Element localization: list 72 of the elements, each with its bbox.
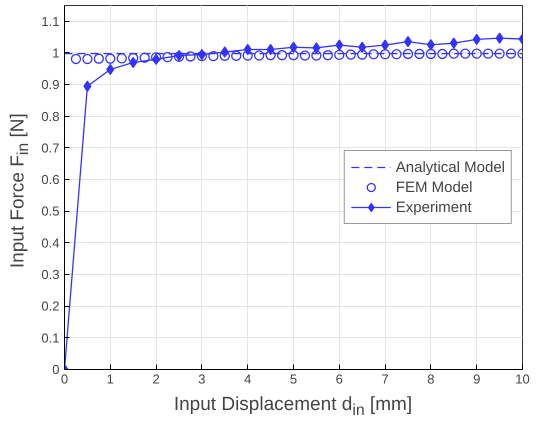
point	[265, 50, 276, 60]
x-tick-label: 1	[106, 372, 114, 386]
point	[380, 49, 390, 60]
x-tick-label: 5	[290, 372, 298, 386]
y-tick-label: 0.3	[41, 267, 60, 282]
legend-label: FEM Model	[396, 178, 472, 196]
point	[116, 53, 127, 64]
point	[322, 50, 333, 60]
y-tick-label: 0.5	[41, 204, 60, 219]
point	[472, 48, 482, 59]
y-tick-label: 1	[52, 45, 60, 60]
legend-label: Analytical Model	[396, 158, 505, 176]
x-tick-label: 7	[381, 372, 389, 386]
x-tick-label: 6	[336, 372, 343, 386]
point	[220, 50, 230, 61]
x-axis-title: Input Displacement d$_{in}$ [mm]	[174, 393, 412, 421]
x-tick-label: 10	[515, 372, 530, 386]
point	[346, 49, 356, 60]
point	[496, 32, 504, 44]
point	[105, 54, 116, 64]
point	[300, 50, 310, 61]
point	[357, 49, 368, 60]
point	[381, 39, 390, 51]
point	[196, 51, 208, 62]
point	[242, 50, 253, 61]
point	[450, 38, 458, 49]
point	[460, 48, 470, 59]
point	[83, 80, 92, 92]
point	[140, 52, 150, 63]
point	[426, 39, 435, 50]
point	[437, 48, 448, 60]
point	[128, 52, 138, 64]
y-tick-label: 0.4	[41, 235, 60, 250]
point	[312, 42, 320, 54]
point	[402, 48, 414, 60]
point	[426, 48, 436, 60]
point	[506, 48, 516, 59]
point	[208, 51, 218, 62]
y-tick-label: 0.7	[41, 140, 60, 156]
x-tick-label: 9	[473, 372, 480, 386]
point	[472, 34, 481, 46]
point	[335, 39, 344, 51]
y-tick-label: 0.1	[41, 330, 60, 346]
point	[414, 48, 425, 60]
y-tick-label: 0.9	[41, 77, 60, 92]
y-tick-label: 0.6	[41, 172, 60, 188]
point	[70, 54, 82, 64]
x-tick-label: 8	[427, 372, 435, 386]
point	[288, 50, 299, 60]
point	[276, 50, 288, 60]
point	[94, 54, 104, 64]
point	[391, 49, 402, 60]
y-tick-label: 1.1	[41, 14, 60, 29]
point	[162, 52, 173, 62]
point	[334, 50, 344, 60]
point	[231, 50, 242, 61]
y-tick-label: 0	[52, 362, 60, 377]
x-tick-label: 2	[152, 372, 160, 386]
point	[483, 48, 494, 59]
point	[185, 51, 196, 62]
legend-label: Experiment	[396, 198, 472, 216]
x-tick-label: 4	[244, 372, 252, 386]
point	[82, 54, 93, 64]
y-tick-label: 0.8	[41, 108, 60, 124]
y-tick-label: 0.2	[41, 298, 60, 314]
point	[368, 49, 379, 60]
x-tick-label: 3	[198, 372, 206, 386]
point	[254, 50, 264, 61]
point	[494, 48, 505, 59]
point	[106, 64, 114, 76]
point	[448, 48, 459, 59]
point	[311, 50, 322, 61]
